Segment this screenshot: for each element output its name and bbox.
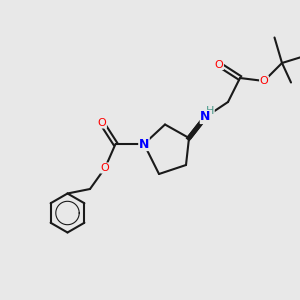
Text: O: O	[98, 118, 106, 128]
Text: O: O	[260, 76, 268, 86]
Text: N: N	[200, 110, 211, 124]
Text: O: O	[214, 59, 224, 70]
Text: N: N	[139, 137, 149, 151]
Text: O: O	[100, 163, 109, 173]
Text: H: H	[206, 106, 214, 116]
